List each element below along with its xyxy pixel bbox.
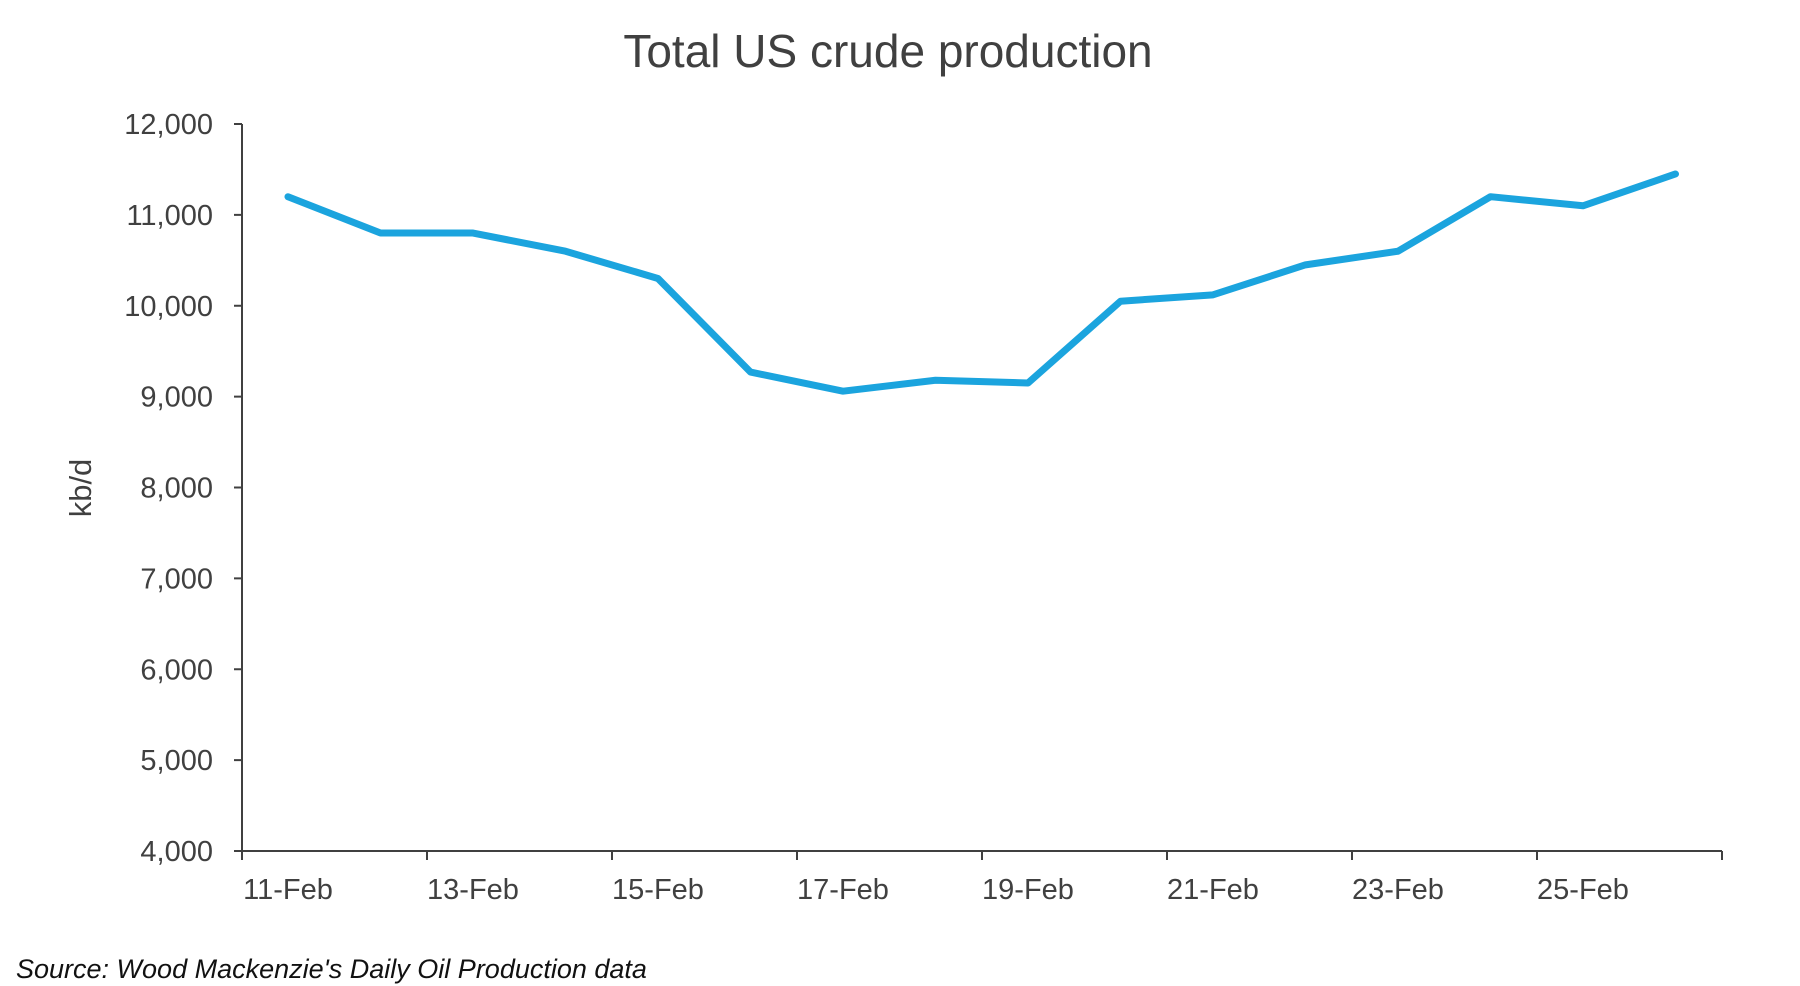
x-axis-ticks: 11-Feb 13-Feb 15-Feb 17-Feb 19-Feb 21-Feb 23-F… (241, 851, 1723, 906)
y-tick-label: 7,000 (140, 563, 213, 595)
series-layer (284, 170, 1679, 395)
y-tick-label: 8,000 (140, 473, 213, 505)
series-line (284, 170, 1679, 395)
x-tick-label: 19-Feb (982, 874, 1074, 906)
y-tick-label: 4,000 (140, 836, 213, 868)
y-tick-label: 11,000 (126, 200, 213, 232)
x-tick-label: 15-Feb (612, 874, 704, 906)
y-tick-label: 9,000 (140, 382, 213, 414)
y-axis-title: kb/d (63, 459, 98, 518)
x-tick-label: 21-Feb (1167, 874, 1259, 906)
x-tick-label: 23-Feb (1352, 874, 1444, 906)
y-tick-label: 10,000 (124, 291, 213, 323)
x-tick-label: 17-Feb (797, 874, 889, 906)
y-axis-ticks: 4,000 5,000 6,000 7,000 8,000 9,000 10,000 11,0… (124, 109, 242, 868)
y-tick-label: 5,000 (140, 745, 213, 777)
source-note: Source: Wood Mackenzie's Daily Oil Produ… (16, 954, 647, 984)
chart-title: Total US crude production (623, 25, 1152, 77)
y-tick-label: 6,000 (140, 654, 213, 686)
x-tick-label: 11-Feb (243, 874, 333, 906)
x-tick-label: 25-Feb (1537, 874, 1629, 906)
x-tick-label: 13-Feb (427, 874, 519, 906)
y-tick-label: 12,000 (124, 109, 213, 141)
